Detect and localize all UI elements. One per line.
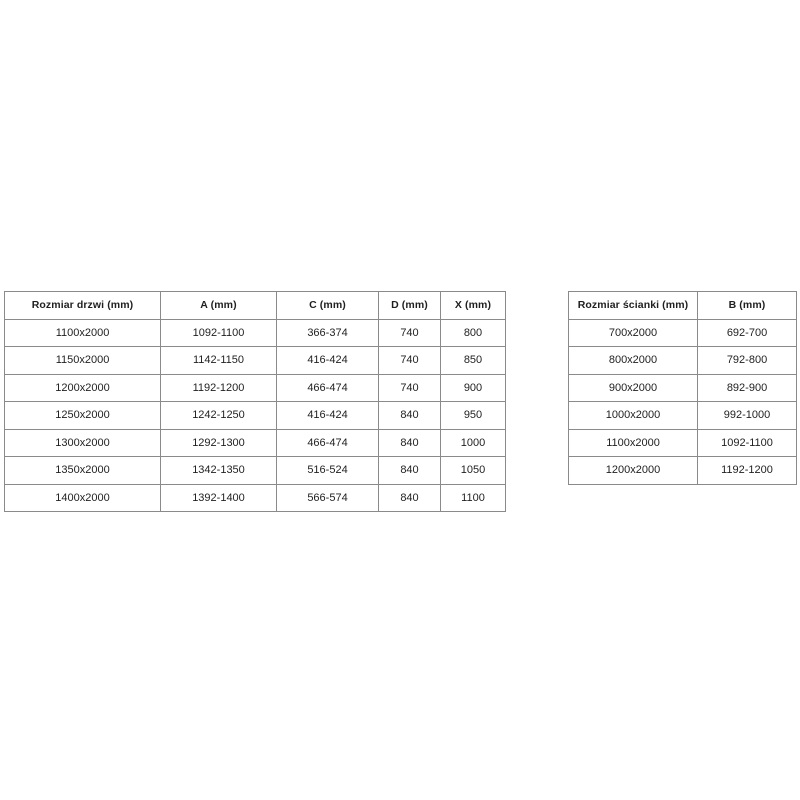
cell-wall-size: 700x2000 xyxy=(568,318,698,347)
cell-a: 1092-1100 xyxy=(160,318,277,347)
cell-x: 1000 xyxy=(440,428,506,457)
column-header-b: B (mm) xyxy=(697,291,797,320)
table-row: 1100x2000 1092-1100 366-374 740 800 xyxy=(4,318,506,347)
cell-x: 1100 xyxy=(440,483,506,512)
table-row: 1000x2000 992-1000 xyxy=(568,401,797,430)
column-header-d: D (mm) xyxy=(378,291,441,320)
cell-b: 692-700 xyxy=(697,318,797,347)
cell-door-size: 1100x2000 xyxy=(4,318,161,347)
table-row: 1200x2000 1192-1200 466-474 740 900 xyxy=(4,373,506,402)
table-row: 1300x2000 1292-1300 466-474 840 1000 xyxy=(4,428,506,457)
table-row: 1400x2000 1392-1400 566-574 840 1100 xyxy=(4,483,506,512)
wall-panel-size-table: Rozmiar ścianki (mm) B (mm) 700x2000 692… xyxy=(568,291,797,485)
cell-d: 840 xyxy=(378,428,441,457)
cell-b: 1192-1200 xyxy=(697,456,797,485)
cell-d: 740 xyxy=(378,318,441,347)
cell-c: 466-474 xyxy=(276,428,379,457)
cell-d: 840 xyxy=(378,483,441,512)
cell-b: 892-900 xyxy=(697,373,797,402)
cell-a: 1292-1300 xyxy=(160,428,277,457)
cell-door-size: 1350x2000 xyxy=(4,456,161,485)
cell-c: 566-574 xyxy=(276,483,379,512)
table-row: 900x2000 892-900 xyxy=(568,373,797,402)
cell-x: 900 xyxy=(440,373,506,402)
cell-a: 1242-1250 xyxy=(160,401,277,430)
cell-x: 850 xyxy=(440,346,506,375)
cell-door-size: 1300x2000 xyxy=(4,428,161,457)
cell-wall-size: 1200x2000 xyxy=(568,456,698,485)
column-header-x: X (mm) xyxy=(440,291,506,320)
table-row: 1250x2000 1242-1250 416-424 840 950 xyxy=(4,401,506,430)
cell-a: 1342-1350 xyxy=(160,456,277,485)
cell-wall-size: 800x2000 xyxy=(568,346,698,375)
column-header-door-size: Rozmiar drzwi (mm) xyxy=(4,291,161,320)
cell-b: 992-1000 xyxy=(697,401,797,430)
cell-b: 1092-1100 xyxy=(697,428,797,457)
cell-wall-size: 1000x2000 xyxy=(568,401,698,430)
table-row: 700x2000 692-700 xyxy=(568,318,797,347)
cell-d: 740 xyxy=(378,346,441,375)
table-header-row: Rozmiar drzwi (mm) A (mm) C (mm) D (mm) … xyxy=(4,291,506,320)
cell-d: 840 xyxy=(378,401,441,430)
cell-x: 800 xyxy=(440,318,506,347)
cell-c: 466-474 xyxy=(276,373,379,402)
cell-a: 1392-1400 xyxy=(160,483,277,512)
table-header-row: Rozmiar ścianki (mm) B (mm) xyxy=(568,291,797,320)
cell-door-size: 1200x2000 xyxy=(4,373,161,402)
table-row: 800x2000 792-800 xyxy=(568,346,797,375)
table-row: 1150x2000 1142-1150 416-424 740 850 xyxy=(4,346,506,375)
column-header-c: C (mm) xyxy=(276,291,379,320)
cell-b: 792-800 xyxy=(697,346,797,375)
cell-a: 1142-1150 xyxy=(160,346,277,375)
cell-door-size: 1400x2000 xyxy=(4,483,161,512)
cell-c: 416-424 xyxy=(276,401,379,430)
cell-wall-size: 900x2000 xyxy=(568,373,698,402)
door-size-table: Rozmiar drzwi (mm) A (mm) C (mm) D (mm) … xyxy=(4,291,506,512)
cell-door-size: 1250x2000 xyxy=(4,401,161,430)
column-header-a: A (mm) xyxy=(160,291,277,320)
cell-c: 516-524 xyxy=(276,456,379,485)
cell-d: 740 xyxy=(378,373,441,402)
cell-x: 1050 xyxy=(440,456,506,485)
cell-c: 416-424 xyxy=(276,346,379,375)
table-row: 1100x2000 1092-1100 xyxy=(568,428,797,457)
wall-panel-size-table-body: 700x2000 692-700 800x2000 792-800 900x20… xyxy=(568,318,797,485)
cell-c: 366-374 xyxy=(276,318,379,347)
cell-a: 1192-1200 xyxy=(160,373,277,402)
door-size-table-body: 1100x2000 1092-1100 366-374 740 800 1150… xyxy=(4,318,506,512)
cell-d: 840 xyxy=(378,456,441,485)
cell-wall-size: 1100x2000 xyxy=(568,428,698,457)
table-row: 1350x2000 1342-1350 516-524 840 1050 xyxy=(4,456,506,485)
cell-door-size: 1150x2000 xyxy=(4,346,161,375)
column-header-wall-size: Rozmiar ścianki (mm) xyxy=(568,291,698,320)
cell-x: 950 xyxy=(440,401,506,430)
table-row: 1200x2000 1192-1200 xyxy=(568,456,797,485)
